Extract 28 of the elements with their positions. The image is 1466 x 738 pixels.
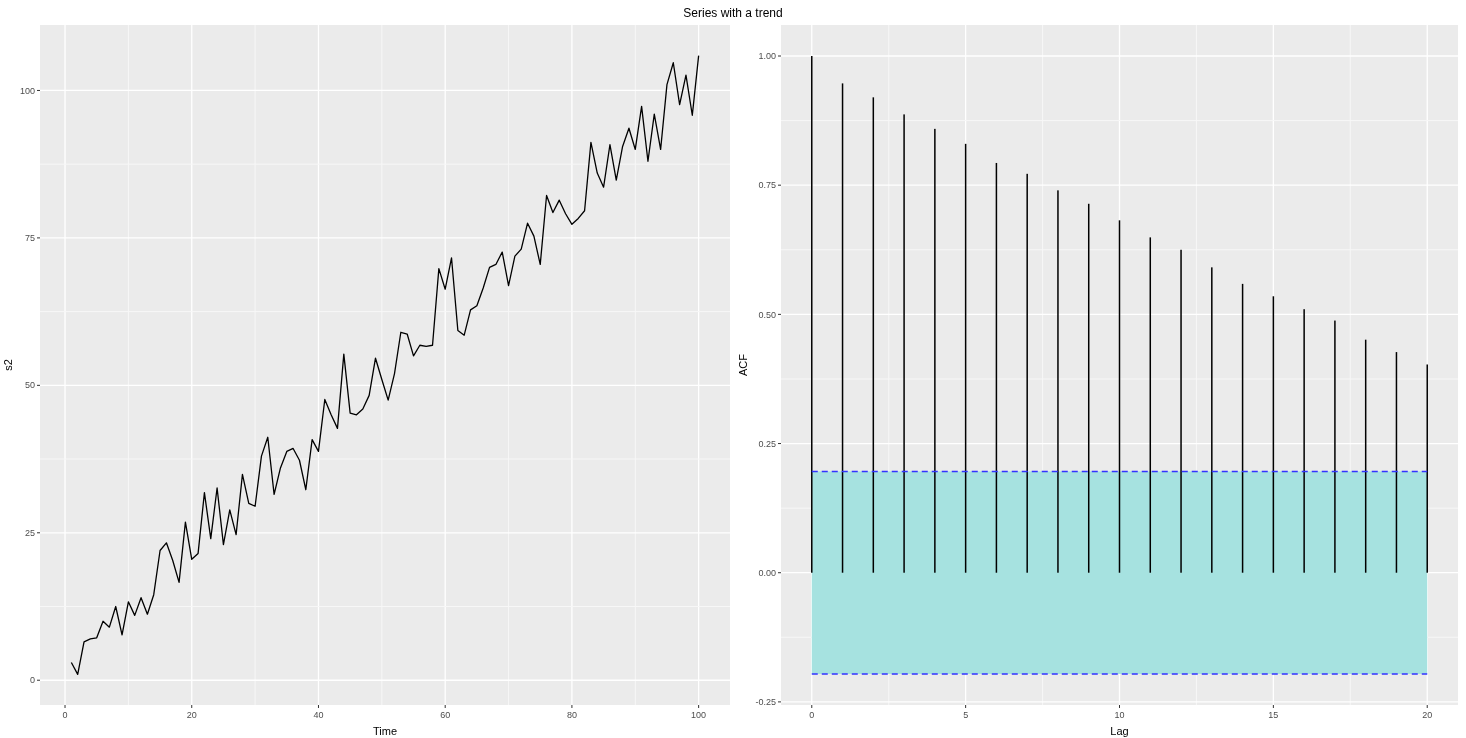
chart-title: Series with a trend	[683, 6, 783, 20]
y-tick-label: 100	[19, 85, 35, 96]
y-axis-title: ACF	[737, 353, 749, 376]
y-tick-label: 25	[24, 527, 35, 538]
x-tick-label: 20	[186, 710, 197, 720]
y-axis-title: s2	[2, 359, 14, 371]
x-tick-label: 15	[1268, 710, 1279, 720]
y-tick-label: -0.25	[755, 697, 776, 708]
x-tick-label: 10	[1114, 710, 1125, 720]
x-tick-label: 40	[313, 710, 324, 720]
x-tick-label: 0	[62, 710, 68, 720]
x-tick-label: 0	[809, 710, 815, 720]
x-tick-label: 5	[963, 710, 969, 720]
x-tick-label: 20	[1422, 710, 1433, 720]
y-tick-label: 50	[24, 380, 35, 391]
y-tick-label: 0	[29, 675, 35, 686]
y-tick-label: 0.00	[758, 567, 776, 578]
y-tick-label: 75	[24, 233, 35, 244]
x-tick-label: 80	[566, 710, 577, 720]
y-tick-label: 0.75	[758, 180, 776, 191]
y-tick-label: 0.50	[758, 309, 776, 320]
x-axis-title: Lag	[1110, 725, 1129, 737]
x-tick-label: 100	[691, 710, 707, 720]
x-tick-label: 60	[440, 710, 451, 720]
y-tick-label: 0.25	[758, 438, 776, 449]
line-series	[70, 55, 700, 675]
x-axis-title: Time	[372, 725, 398, 737]
y-tick-label: 1.00	[758, 51, 776, 62]
